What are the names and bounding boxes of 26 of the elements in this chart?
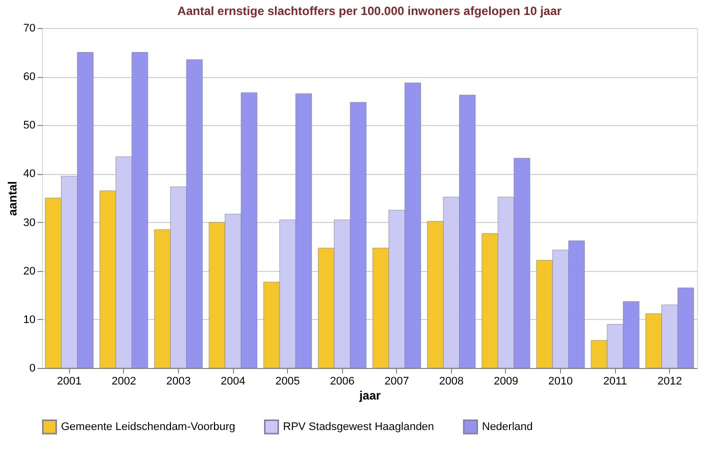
legend-label: Nederland [482, 420, 533, 433]
x-tick-label: 2007 [384, 376, 410, 388]
x-tick-label: 2009 [494, 376, 518, 388]
y-axis-title: aantal [5, 181, 20, 216]
x-tick-label: 2008 [439, 376, 464, 388]
y-tick-label: 70 [23, 22, 36, 34]
y-tick-label: 0 [29, 362, 36, 374]
x-tick-label: 2003 [166, 376, 191, 388]
x-tick-label: 2001 [57, 376, 82, 388]
y-tick-label: 60 [23, 71, 36, 84]
x-tick-label: 2011 [603, 376, 627, 388]
x-tick-label: 2010 [548, 376, 573, 388]
x-tick-label: 2006 [330, 376, 354, 388]
x-axis-title: jaar [358, 388, 381, 402]
y-tick-label: 50 [23, 120, 36, 132]
x-tick-label: 2012 [657, 376, 682, 388]
x-tick-label: 2005 [275, 376, 300, 388]
y-tick-label: 40 [23, 168, 36, 180]
legend-label: Gemeente Leidschendam-Voorburg [61, 420, 236, 433]
y-tick-label: 30 [23, 216, 36, 229]
x-tick-label: 2002 [112, 376, 136, 388]
legend-label: RPV Stadsgewest Haaglanden [283, 420, 434, 433]
chart-title: Aantal ernstige slachtoffers per 100.000 inwoners afgelopen 10 jaar [177, 4, 562, 18]
y-tick-label: 20 [23, 265, 36, 278]
x-tick-label: 2004 [220, 376, 246, 388]
y-tick-label: 10 [23, 314, 36, 326]
